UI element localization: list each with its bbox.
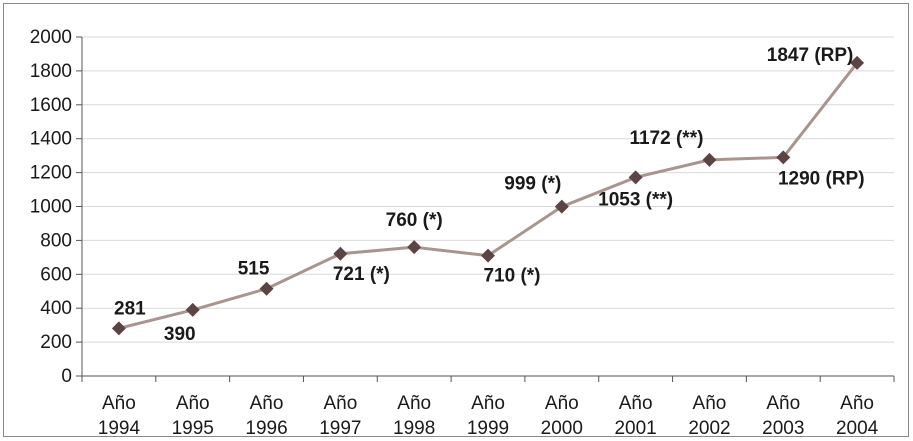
y-tick-label: 600: [40, 264, 72, 285]
x-tick-label: Año 2000: [541, 393, 583, 439]
x-tick-label-line: 1996: [245, 418, 287, 439]
x-tick-label: Año 2004: [836, 393, 879, 439]
x-tick-label-line: Año: [323, 393, 357, 414]
x-tick-label-line: 2003: [762, 418, 804, 439]
data-point-marker: [481, 248, 495, 263]
x-tick-label-line: Año: [766, 393, 800, 414]
data-point-marker: [111, 321, 126, 336]
x-tick-label: Año 1998: [393, 393, 435, 439]
data-point-marker: [333, 246, 348, 261]
x-tick-label-line: 1995: [172, 418, 214, 439]
data-label: 721 (*): [333, 264, 390, 285]
x-tick-label-line: Año: [693, 393, 727, 414]
x-tick-label-line: 2002: [688, 418, 730, 439]
x-tick-label-line: 1994: [98, 418, 141, 439]
data-label: 1290 (RP): [778, 168, 865, 189]
data-point-marker: [407, 240, 422, 255]
y-tick-label: 0: [61, 366, 72, 387]
data-label: 710 (*): [483, 266, 540, 287]
x-tick-label-line: Año: [471, 393, 505, 414]
data-point-marker: [850, 55, 865, 70]
x-tick-label-line: Año: [102, 393, 136, 414]
x-tick-label-line: 1998: [393, 418, 435, 439]
y-tick-label: 1200: [30, 163, 72, 184]
data-label: 1172 (**): [629, 128, 703, 149]
x-tick-label-line: Año: [545, 393, 579, 414]
data-label: 1053 (**): [598, 189, 673, 210]
data-label: 281: [114, 298, 146, 319]
x-tick-label-line: Año: [619, 393, 653, 414]
x-tick-label-line: 2004: [836, 418, 879, 439]
y-tick-label: 2000: [30, 27, 72, 48]
y-tick-label: 400: [40, 298, 72, 319]
x-tick-label-line: Año: [176, 393, 210, 414]
x-tick-label: Año 1994: [98, 393, 141, 439]
y-tick-label: 200: [40, 332, 72, 353]
x-tick-label-line: Año: [840, 393, 874, 414]
y-tick-label: 800: [40, 230, 72, 251]
data-label: 515: [238, 259, 270, 280]
data-point-marker: [259, 281, 274, 296]
data-label: 1847 (RP): [767, 45, 854, 66]
x-tick-label-line: 2000: [541, 418, 583, 439]
x-tick-label-line: Año: [397, 393, 431, 414]
data-label: 390: [164, 324, 196, 345]
x-tick-label: Año 1996: [245, 393, 287, 439]
data-point-marker: [554, 199, 569, 214]
x-tick-label: Año 1997: [319, 393, 361, 439]
data-point-marker: [185, 302, 200, 317]
data-point-marker: [702, 152, 717, 167]
x-tick-label: Año 1999: [467, 393, 509, 439]
x-tick-label-line: Año: [250, 393, 284, 414]
y-tick-label: 1800: [30, 61, 72, 82]
y-tick-label: 1000: [30, 197, 72, 218]
x-tick-label: Año 2001: [614, 393, 656, 439]
x-tick-label: Año 1995: [172, 393, 214, 439]
data-point-marker: [776, 150, 791, 165]
y-tick-label: 1400: [30, 129, 72, 150]
chart-frame: [3, 3, 909, 437]
y-tick-label: 1600: [30, 95, 72, 116]
series-line: [118, 62, 859, 330]
data-point-marker: [628, 170, 643, 185]
x-tick-label-line: 2001: [614, 418, 656, 439]
x-tick-label-line: 1997: [319, 418, 361, 439]
x-tick-label-line: 1999: [467, 418, 509, 439]
x-tick-label: Año 2002: [688, 393, 730, 439]
data-label: 760 (*): [386, 210, 443, 231]
x-tick-label: Año 2003: [762, 393, 804, 439]
data-label: 999 (*): [504, 174, 561, 195]
